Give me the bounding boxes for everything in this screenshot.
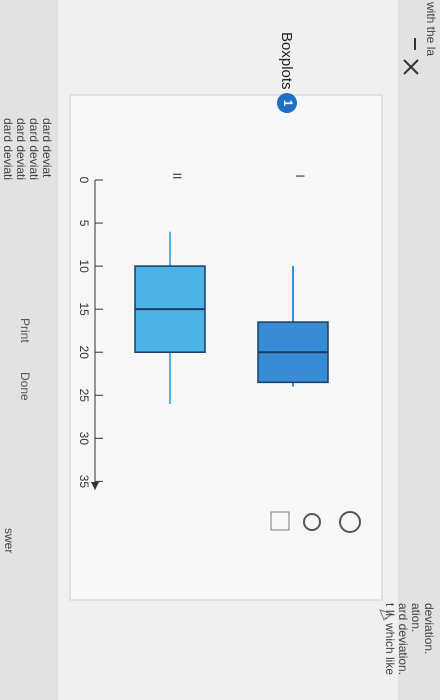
step-number: 1 <box>281 100 295 107</box>
background-text: deviation. <box>422 603 436 654</box>
background-text: dard deviati <box>14 118 28 180</box>
background-text: dard deviat <box>40 118 54 178</box>
print-button[interactable]: Print <box>18 318 32 343</box>
zoom-in[interactable] <box>339 511 361 533</box>
tick-label: 30 <box>77 432 91 446</box>
dialog-title: Boxplots <box>278 32 295 90</box>
tick-label: 20 <box>77 346 91 360</box>
tick-label: 10 <box>77 259 91 273</box>
tick-label: 15 <box>77 302 91 316</box>
axis-arrow <box>91 482 99 490</box>
box-label: I <box>293 174 307 177</box>
background-text: with the la <box>424 1 438 56</box>
zoom-out[interactable] <box>303 513 321 531</box>
background-text: t II, which like <box>383 603 397 675</box>
tick-label: 25 <box>77 389 91 403</box>
cursor <box>379 609 394 621</box>
background-text: dard deviati <box>27 118 41 180</box>
background-text: ation. <box>409 603 423 632</box>
chart-frame <box>69 94 383 601</box>
tick-label: 5 <box>77 220 91 227</box>
background-text: dard deviati <box>1 118 15 180</box>
close-button[interactable] <box>403 59 419 75</box>
tick-label: 0 <box>77 177 91 184</box>
box-label: II <box>170 173 184 180</box>
step-badge <box>277 93 297 113</box>
background-text: swer <box>2 528 16 553</box>
background-text: ard deviation. <box>396 603 410 675</box>
expand[interactable] <box>270 511 290 531</box>
done-button[interactable]: Done <box>18 372 32 401</box>
tick-label: 35 <box>77 475 91 489</box>
